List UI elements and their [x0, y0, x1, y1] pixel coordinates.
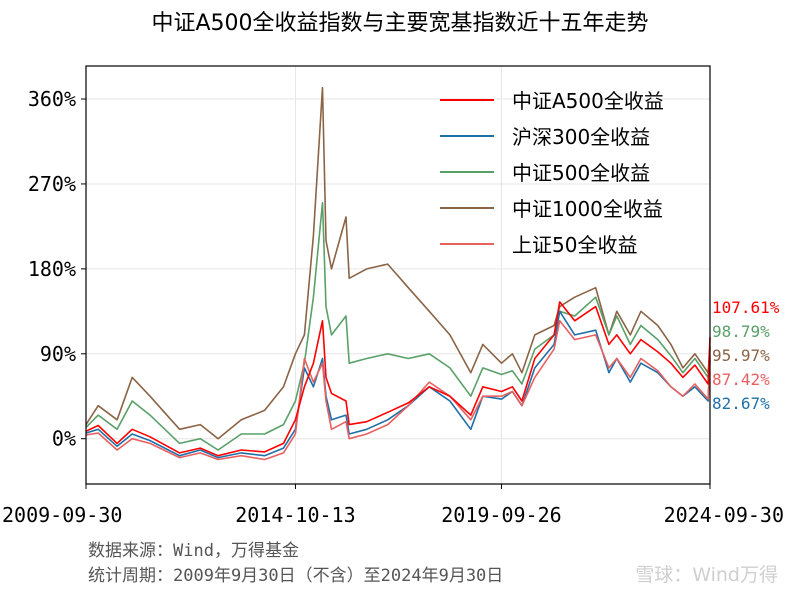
- axis-ticks: 0% 90% 180% 270% 360% 2009-09-30 2014-10-13 201…: [2, 87, 784, 527]
- end-labels: 107.61% 98.79% 95.97% 87.42% 82.67%: [712, 298, 780, 413]
- series-line-1: [85, 310, 711, 459]
- legend: 中证A500全收益沪深300全收益中证500全收益中证1000全收益上证50全收…: [440, 89, 664, 257]
- x-tick-label: 2009-09-30: [2, 503, 122, 527]
- plot-frame: [85, 65, 711, 485]
- series-lines: [85, 86, 711, 461]
- end-value-label: 82.67%: [712, 394, 770, 413]
- legend-entry: 沪深300全收益: [512, 125, 650, 149]
- end-value-label: 87.42%: [712, 370, 770, 389]
- series-line-3: [85, 86, 711, 440]
- legend-entry: 中证500全收益: [512, 161, 650, 185]
- legend-entry: 中证A500全收益: [512, 89, 664, 113]
- y-tick-label: 90%: [40, 342, 76, 366]
- x-tick-label: 2024-09-30: [664, 503, 784, 527]
- legend-entry: 上证50全收益: [512, 233, 637, 257]
- x-tick-label: 2019-09-26: [441, 503, 561, 527]
- y-tick-label: 0%: [52, 427, 76, 451]
- end-value-label: 95.97%: [712, 346, 770, 365]
- x-tick-label: 2014-10-13: [235, 503, 355, 527]
- y-tick-label: 180%: [28, 257, 76, 281]
- y-tick-label: 270%: [28, 172, 76, 196]
- legend-entry: 中证1000全收益: [512, 197, 663, 221]
- end-value-label: 107.61%: [712, 298, 780, 317]
- watermark: 雪球：Wind万得: [635, 564, 778, 586]
- period-note: 统计周期：2009年9月30日（不含）至2024年9月30日: [88, 566, 503, 586]
- source-note: 数据来源：Wind，万得基金: [88, 541, 299, 561]
- y-tick-label: 360%: [28, 87, 76, 111]
- series-line-2: [85, 202, 711, 451]
- chart-title: 中证A500全收益指数与主要宽基指数近十五年走势: [151, 11, 648, 36]
- series-line-0: [85, 301, 711, 457]
- end-value-label: 98.79%: [712, 322, 770, 341]
